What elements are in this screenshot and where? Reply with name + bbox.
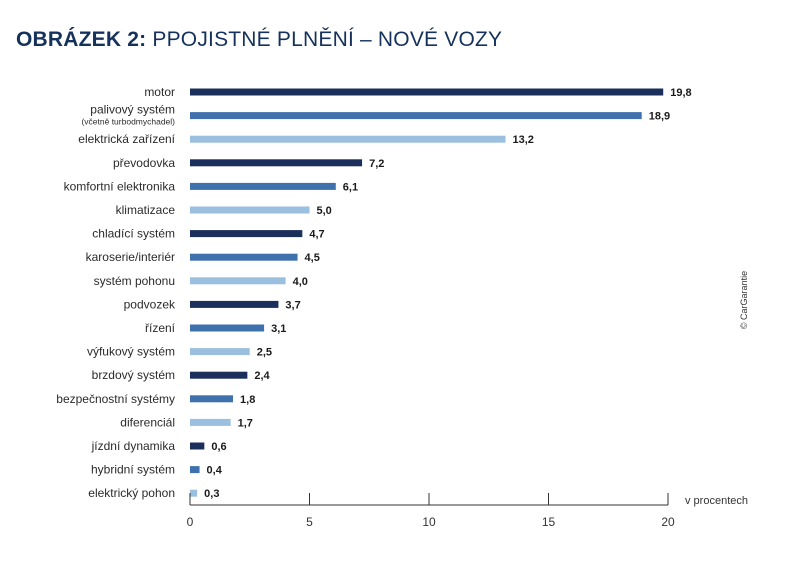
value-label: 0,6 [211, 441, 226, 453]
category-label: motor [144, 85, 175, 99]
value-label: 2,4 [254, 370, 270, 382]
category-label: řízení [145, 321, 176, 335]
x-tick-label: 10 [422, 515, 436, 529]
value-label: 0,3 [204, 488, 219, 500]
x-tick-label: 20 [661, 515, 675, 529]
x-tick-label: 15 [542, 515, 556, 529]
x-axis-unit-label: v procentech [685, 495, 748, 507]
category-label: jízdní dynamika [91, 439, 176, 453]
bar [190, 159, 363, 167]
value-label: 0,4 [207, 465, 223, 477]
value-label: 2,5 [257, 347, 272, 359]
bar [190, 489, 198, 497]
value-label: 18,9 [649, 111, 670, 123]
value-label: 1,7 [238, 417, 253, 429]
category-note: (včetně turbodmychadel) [81, 117, 175, 127]
x-tick-label: 5 [306, 515, 313, 529]
value-label: 19,8 [670, 87, 691, 99]
category-label: karoserie/interiér [86, 250, 175, 264]
bar [190, 395, 234, 403]
value-label: 7,2 [369, 158, 384, 170]
category-label: hybridní systém [91, 463, 175, 477]
category-label: brzdový systém [92, 368, 175, 382]
value-label: 13,2 [512, 134, 533, 146]
category-label: elektrická zařízení [78, 132, 175, 146]
bar [190, 371, 248, 379]
bar [190, 348, 250, 356]
bar [190, 277, 286, 285]
category-label: elektrický pohon [88, 486, 175, 500]
category-label: palivový systém [90, 103, 175, 117]
chart-title: OBRÁZEK 2: PPOJISTNÉ PLNĚNÍ – NOVÉ VOZY [16, 28, 502, 52]
category-label: komfortní elektronika [64, 179, 176, 193]
chart-title-text: PPOJISTNÉ PLNĚNÍ – NOVÉ VOZY [152, 28, 503, 51]
bar [190, 88, 664, 96]
chart-title-number: OBRÁZEK 2: [16, 28, 147, 51]
bar [190, 466, 200, 474]
bar [190, 230, 303, 238]
bar [190, 112, 642, 120]
value-label: 1,8 [240, 394, 255, 406]
category-label: diferenciál [120, 415, 175, 429]
copyright-credit: © CarGarantie [739, 270, 749, 330]
value-label: 4,0 [293, 276, 308, 288]
value-label: 4,5 [305, 252, 320, 264]
value-label: 6,1 [343, 181, 358, 193]
value-label: 5,0 [317, 205, 332, 217]
category-label: výfukový systém [87, 345, 175, 359]
category-label: bezpečnostní systémy [56, 392, 175, 406]
bar [190, 253, 298, 261]
bar [190, 442, 205, 450]
bar [190, 135, 506, 143]
bar [190, 418, 231, 426]
bar [190, 182, 336, 190]
category-label: klimatizace [116, 203, 176, 217]
category-label: chladící systém [92, 227, 175, 241]
value-label: 3,7 [285, 299, 300, 311]
value-label: 4,7 [309, 229, 324, 241]
bar [190, 206, 310, 214]
x-tick-label: 0 [187, 515, 194, 529]
value-label: 3,1 [271, 323, 286, 335]
category-label: převodovka [113, 156, 175, 170]
bar [190, 324, 265, 332]
bar [190, 300, 279, 308]
category-label: podvozek [124, 297, 176, 311]
category-label: systém pohonu [94, 274, 175, 288]
